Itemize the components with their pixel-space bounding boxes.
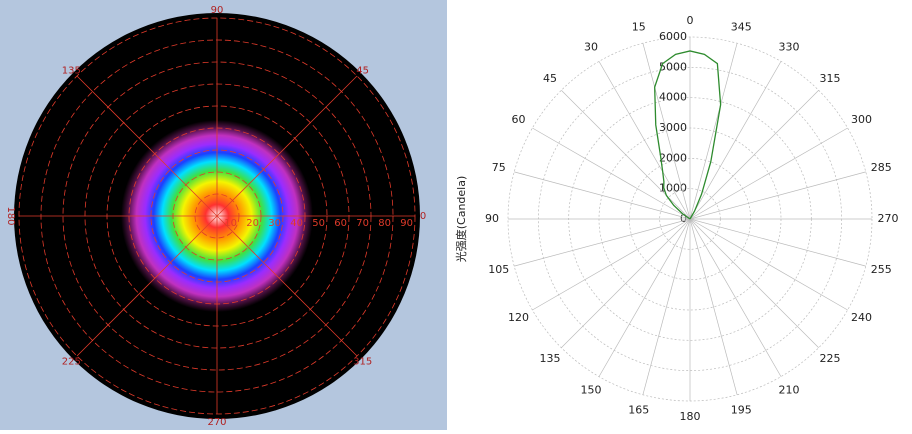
theta-label: 165 bbox=[628, 403, 649, 416]
theta-label: 345 bbox=[731, 21, 752, 34]
r-tick-label: 20 bbox=[246, 218, 259, 229]
grid-spoke bbox=[689, 218, 782, 377]
grid-spoke bbox=[689, 218, 738, 395]
grid-spoke bbox=[689, 171, 866, 220]
angle-label: 0 bbox=[420, 211, 426, 222]
spoke bbox=[76, 75, 218, 217]
theta-label: 255 bbox=[871, 263, 892, 276]
r-tick-label: 1000 bbox=[659, 182, 687, 195]
r-tick-label: 10 bbox=[224, 218, 237, 229]
theta-label: 75 bbox=[492, 161, 506, 174]
theta-label: 300 bbox=[851, 113, 872, 126]
grid-spoke bbox=[598, 61, 691, 220]
theta-label: 285 bbox=[871, 161, 892, 174]
angle-label: 225 bbox=[62, 357, 81, 368]
grid-spoke bbox=[532, 127, 691, 220]
theta-label: 90 bbox=[485, 212, 499, 225]
theta-label: 30 bbox=[584, 41, 598, 54]
theta-label: 180 bbox=[680, 410, 701, 423]
theta-label: 240 bbox=[851, 311, 872, 324]
grid-spoke bbox=[689, 127, 848, 220]
grid-spoke bbox=[689, 218, 848, 311]
r-tick-label: 4000 bbox=[659, 91, 687, 104]
y-axis-label: 光强度(Candela) bbox=[454, 176, 468, 263]
series-line bbox=[654, 50, 722, 220]
grid-spoke bbox=[514, 171, 691, 220]
r-tick-label: 3000 bbox=[659, 121, 687, 134]
theta-label: 210 bbox=[779, 383, 800, 396]
angle-label: 90 bbox=[211, 5, 224, 16]
r-tick-label: 30 bbox=[268, 218, 281, 229]
grid-spoke bbox=[689, 61, 782, 220]
grid-spoke bbox=[598, 218, 691, 377]
r-tick-label: 0 bbox=[680, 212, 687, 225]
spoke bbox=[216, 215, 358, 357]
theta-label: 0 bbox=[687, 14, 694, 27]
theta-label: 135 bbox=[539, 352, 560, 365]
angle-label: 180 bbox=[5, 206, 16, 225]
grid-spoke bbox=[689, 43, 738, 220]
r-tick-label: 6000 bbox=[659, 30, 687, 43]
spoke bbox=[76, 215, 218, 357]
theta-label: 105 bbox=[488, 263, 509, 276]
r-tick-label: 60 bbox=[334, 218, 347, 229]
theta-label: 225 bbox=[820, 352, 841, 365]
r-tick-label: 80 bbox=[378, 218, 391, 229]
r-tick-label: 90 bbox=[400, 218, 413, 229]
theta-label: 195 bbox=[731, 403, 752, 416]
grid-spoke bbox=[642, 43, 691, 220]
r-tick-label: 2000 bbox=[659, 151, 687, 164]
r-tick-label: 5000 bbox=[659, 60, 687, 73]
r-tick-label: 50 bbox=[312, 218, 325, 229]
grid-spoke bbox=[689, 90, 819, 220]
grid-spoke bbox=[689, 218, 866, 267]
theta-label: 270 bbox=[878, 212, 899, 225]
r-tick-label: 70 bbox=[356, 218, 369, 229]
theta-label: 120 bbox=[508, 311, 529, 324]
angle-label: 270 bbox=[207, 417, 226, 428]
theta-label: 45 bbox=[543, 72, 557, 85]
theta-label: 330 bbox=[779, 41, 800, 54]
angle-label: 135 bbox=[62, 65, 81, 76]
grid-spoke bbox=[514, 218, 691, 267]
theta-label: 15 bbox=[632, 21, 646, 34]
r-tick-label: 40 bbox=[290, 218, 303, 229]
grid-spoke bbox=[532, 218, 691, 311]
spoke bbox=[216, 75, 358, 217]
grid-spoke bbox=[561, 218, 691, 348]
theta-label: 150 bbox=[581, 383, 602, 396]
right-panel bbox=[448, 0, 912, 430]
angle-label: 315 bbox=[353, 357, 372, 368]
theta-label: 60 bbox=[512, 113, 526, 126]
grid-spoke bbox=[689, 218, 819, 348]
angle-label: 45 bbox=[356, 65, 369, 76]
theta-label: 315 bbox=[820, 72, 841, 85]
grid-spoke bbox=[642, 218, 691, 395]
